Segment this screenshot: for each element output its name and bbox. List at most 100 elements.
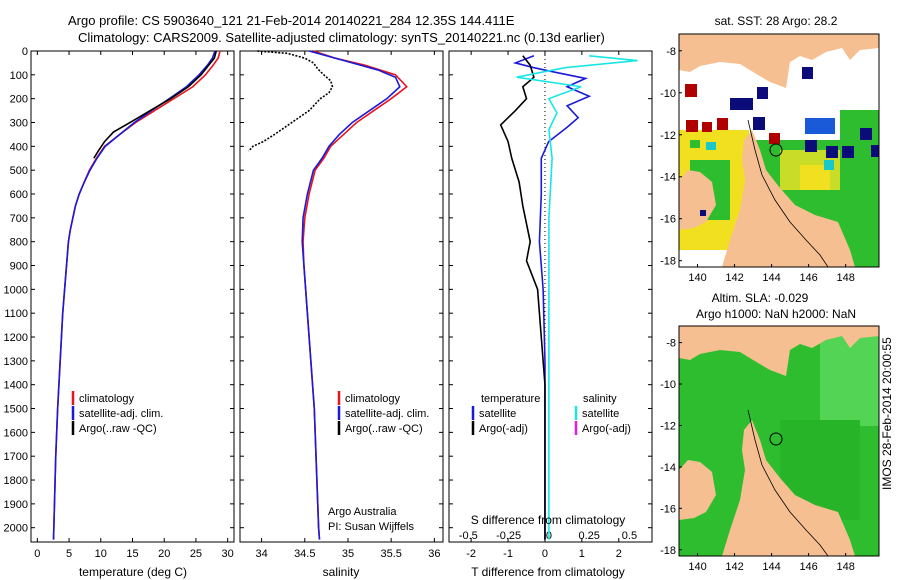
x-tick-label: -1	[503, 548, 513, 560]
series-line-argo	[93, 50, 218, 159]
map-y-tick-label: -16	[660, 503, 676, 515]
y-tick-label: 800	[10, 237, 28, 249]
map-y-tick-label: -18	[660, 256, 676, 268]
y-tick-label: 2000	[4, 523, 28, 535]
salinity-panel	[239, 50, 444, 543]
legend-t-satellite: satellite	[479, 408, 516, 420]
difference-legend: temperature satellite Argo(-adj) salinit…	[471, 393, 631, 435]
s-difference-xlabel: S difference from climatology	[471, 513, 626, 527]
credit-line-2: PI: Susan Wijffels	[328, 521, 414, 533]
x-tick-label: 2	[616, 548, 622, 560]
x-tick-label: 36	[428, 548, 440, 560]
salinity-xlabel: salinity	[323, 565, 360, 579]
series-line-argo	[248, 50, 334, 152]
legend-temperature-heading: temperature	[481, 393, 540, 405]
map-x-tick-label: 148	[836, 561, 854, 573]
sst-map-title: sat. SST: 28 Argo: 28.2	[715, 14, 838, 28]
map-x-tick-label: 148	[836, 272, 854, 284]
t-difference-xlabel: T difference from climatology	[471, 565, 625, 579]
map-y-tick-label: -14	[660, 172, 676, 184]
map-y-tick-label: -18	[660, 545, 676, 557]
y-tick-label: 1100	[4, 308, 28, 320]
difference-panel	[448, 50, 653, 543]
x-tick-label: 0	[34, 548, 40, 560]
map-y-tick-label: -8	[666, 46, 676, 58]
y-tick-label: 400	[10, 141, 28, 153]
y-tick-label: 300	[10, 118, 28, 130]
argo-position-marker	[769, 143, 783, 157]
y-tick-label: 200	[10, 94, 28, 106]
map-y-tick-label: -16	[660, 214, 676, 226]
legend-argo: Argo(..raw -QC)	[79, 423, 157, 435]
map-y-tick-label: -8	[666, 338, 676, 350]
map-y-tick-label: -12	[660, 420, 676, 432]
s-tick-label: -0.5	[459, 530, 478, 542]
title-line-1: Argo profile: CS 5903640_121 21-Feb-2014…	[68, 13, 515, 28]
y-tick-label: 500	[10, 165, 28, 177]
y-tick-label: 0	[22, 46, 28, 58]
land-cape-york	[722, 130, 855, 267]
title-line-2: Climatology: CARS2009. Satellite-adjuste…	[78, 30, 605, 45]
legend-argo: Argo(..raw -QC)	[345, 423, 423, 435]
series-line-clim	[302, 50, 408, 540]
series-line-t-argo-adj-	[499, 55, 546, 540]
x-tick-label: 0	[542, 548, 548, 560]
sla-map-title: Altim. SLA: -0.029	[712, 291, 809, 305]
y-tick-label: 1300	[4, 356, 28, 368]
map-x-tick-label: 144	[762, 561, 780, 573]
land-cape-york	[722, 420, 855, 556]
map-x-tick-label: 146	[799, 272, 817, 284]
series-line-t-satellite	[512, 55, 592, 540]
x-tick-label: 30	[222, 548, 234, 560]
y-tick-label: 1900	[4, 499, 28, 511]
sst-map: 140 142 144 146 148 -8 -10 -12 -14 -16 -18	[660, 33, 880, 284]
map-y-tick-label: -14	[660, 462, 676, 474]
x-tick-label: 34.5	[294, 548, 315, 560]
map-y-tick-label: -10	[660, 88, 676, 100]
y-tick-label: 1700	[4, 451, 28, 463]
temperature-xlabel: temperature (deg C)	[79, 565, 187, 579]
legend-climatology: climatology	[79, 393, 135, 405]
legend-satellite-adj: satellite-adj. clim.	[79, 408, 163, 420]
salinity-plot: 34 34.5 35 35.5 36	[240, 50, 443, 560]
y-tick-label: 900	[10, 261, 28, 273]
map-x-tick-label: 142	[725, 272, 743, 284]
legend-t-argo: Argo(-adj)	[479, 423, 528, 435]
legend-climatology: climatology	[345, 393, 401, 405]
salinity-legend: climatology satellite-adj. clim. Argo(..…	[337, 391, 429, 435]
land-new-guinea	[679, 34, 879, 88]
y-tick-label: 1000	[4, 284, 28, 296]
land-gulf-coast	[679, 170, 716, 230]
series-line-sat	[301, 50, 401, 540]
legend-satellite-adj: satellite-adj. clim.	[345, 408, 429, 420]
y-tick-label: 1400	[4, 380, 28, 392]
temperature-plot: 0 5 10 15 20 25 300100200300400500600700800900…	[4, 46, 234, 560]
x-tick-label: 15	[126, 548, 138, 560]
map-x-tick-label: 140	[688, 272, 706, 284]
map-y-tick-label: -12	[660, 130, 676, 142]
series-line-clim	[52, 50, 221, 540]
y-tick-label: 1200	[4, 332, 28, 344]
x-tick-label: 10	[95, 548, 107, 560]
y-tick-label: 700	[10, 213, 28, 225]
x-tick-label: 35	[342, 548, 354, 560]
y-tick-label: 1800	[4, 475, 28, 487]
x-tick-label: 1	[579, 548, 585, 560]
map-x-tick-label: 146	[799, 561, 817, 573]
temperature-legend: climatology satellite-adj. clim. Argo(..…	[71, 391, 163, 435]
y-tick-label: 600	[10, 189, 28, 201]
legend-s-argo: Argo(-adj)	[582, 423, 631, 435]
s-tick-label: 0.5	[622, 530, 637, 542]
map-x-tick-label: 140	[688, 561, 706, 573]
sla-map: 140 142 144 146 148 -8 -10 -12 -14 -16 -18	[660, 325, 880, 573]
s-tick-label: 0.25	[578, 530, 599, 542]
y-tick-label: 1600	[4, 427, 28, 439]
map-x-tick-label: 144	[762, 272, 780, 284]
land-new-guinea	[679, 326, 879, 376]
argo-position-marker	[769, 432, 783, 446]
legend-salinity-heading: salinity	[583, 393, 617, 405]
x-tick-label: 34	[255, 548, 267, 560]
legend-s-satellite: satellite	[582, 408, 619, 420]
map-y-tick-label: -10	[660, 379, 676, 391]
